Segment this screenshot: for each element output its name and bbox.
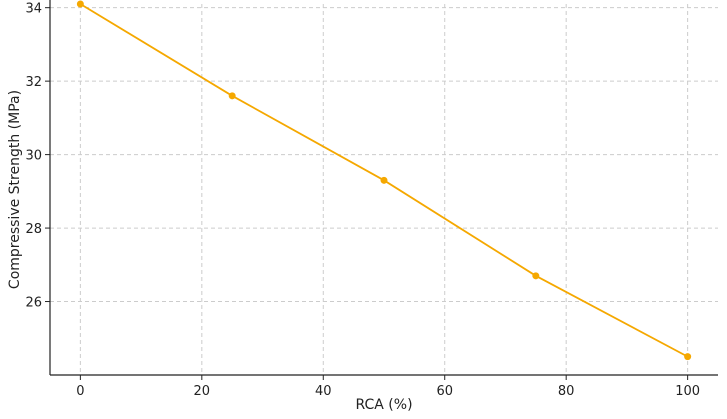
y-tick-label: 30 bbox=[25, 149, 42, 164]
x-tick-label: 0 bbox=[76, 384, 84, 399]
data-point bbox=[228, 92, 236, 100]
data-point bbox=[684, 353, 692, 361]
x-tick-label: 60 bbox=[436, 384, 453, 399]
data-point bbox=[76, 0, 84, 8]
y-axis-label: Compressive Strength (MPa) bbox=[7, 90, 23, 289]
grid-layer bbox=[50, 4, 718, 375]
series-layer bbox=[76, 0, 692, 361]
y-tick-label: 34 bbox=[25, 2, 42, 17]
x-tick-label: 20 bbox=[194, 384, 211, 399]
x-tick-label: 80 bbox=[558, 384, 575, 399]
data-point bbox=[532, 272, 540, 280]
x-tick-label: 100 bbox=[675, 384, 700, 399]
y-tick-label: 26 bbox=[25, 296, 42, 311]
axes-layer bbox=[49, 0, 718, 376]
y-tick-label: 28 bbox=[25, 222, 42, 237]
y-tick-label: 32 bbox=[25, 75, 42, 90]
x-axis-label: RCA (%) bbox=[355, 397, 412, 413]
ticks-layer: 0 20 40 60 80 100 26 28 30 32 34 bbox=[25, 2, 700, 399]
data-point bbox=[380, 176, 388, 184]
x-tick-label: 40 bbox=[315, 384, 332, 399]
